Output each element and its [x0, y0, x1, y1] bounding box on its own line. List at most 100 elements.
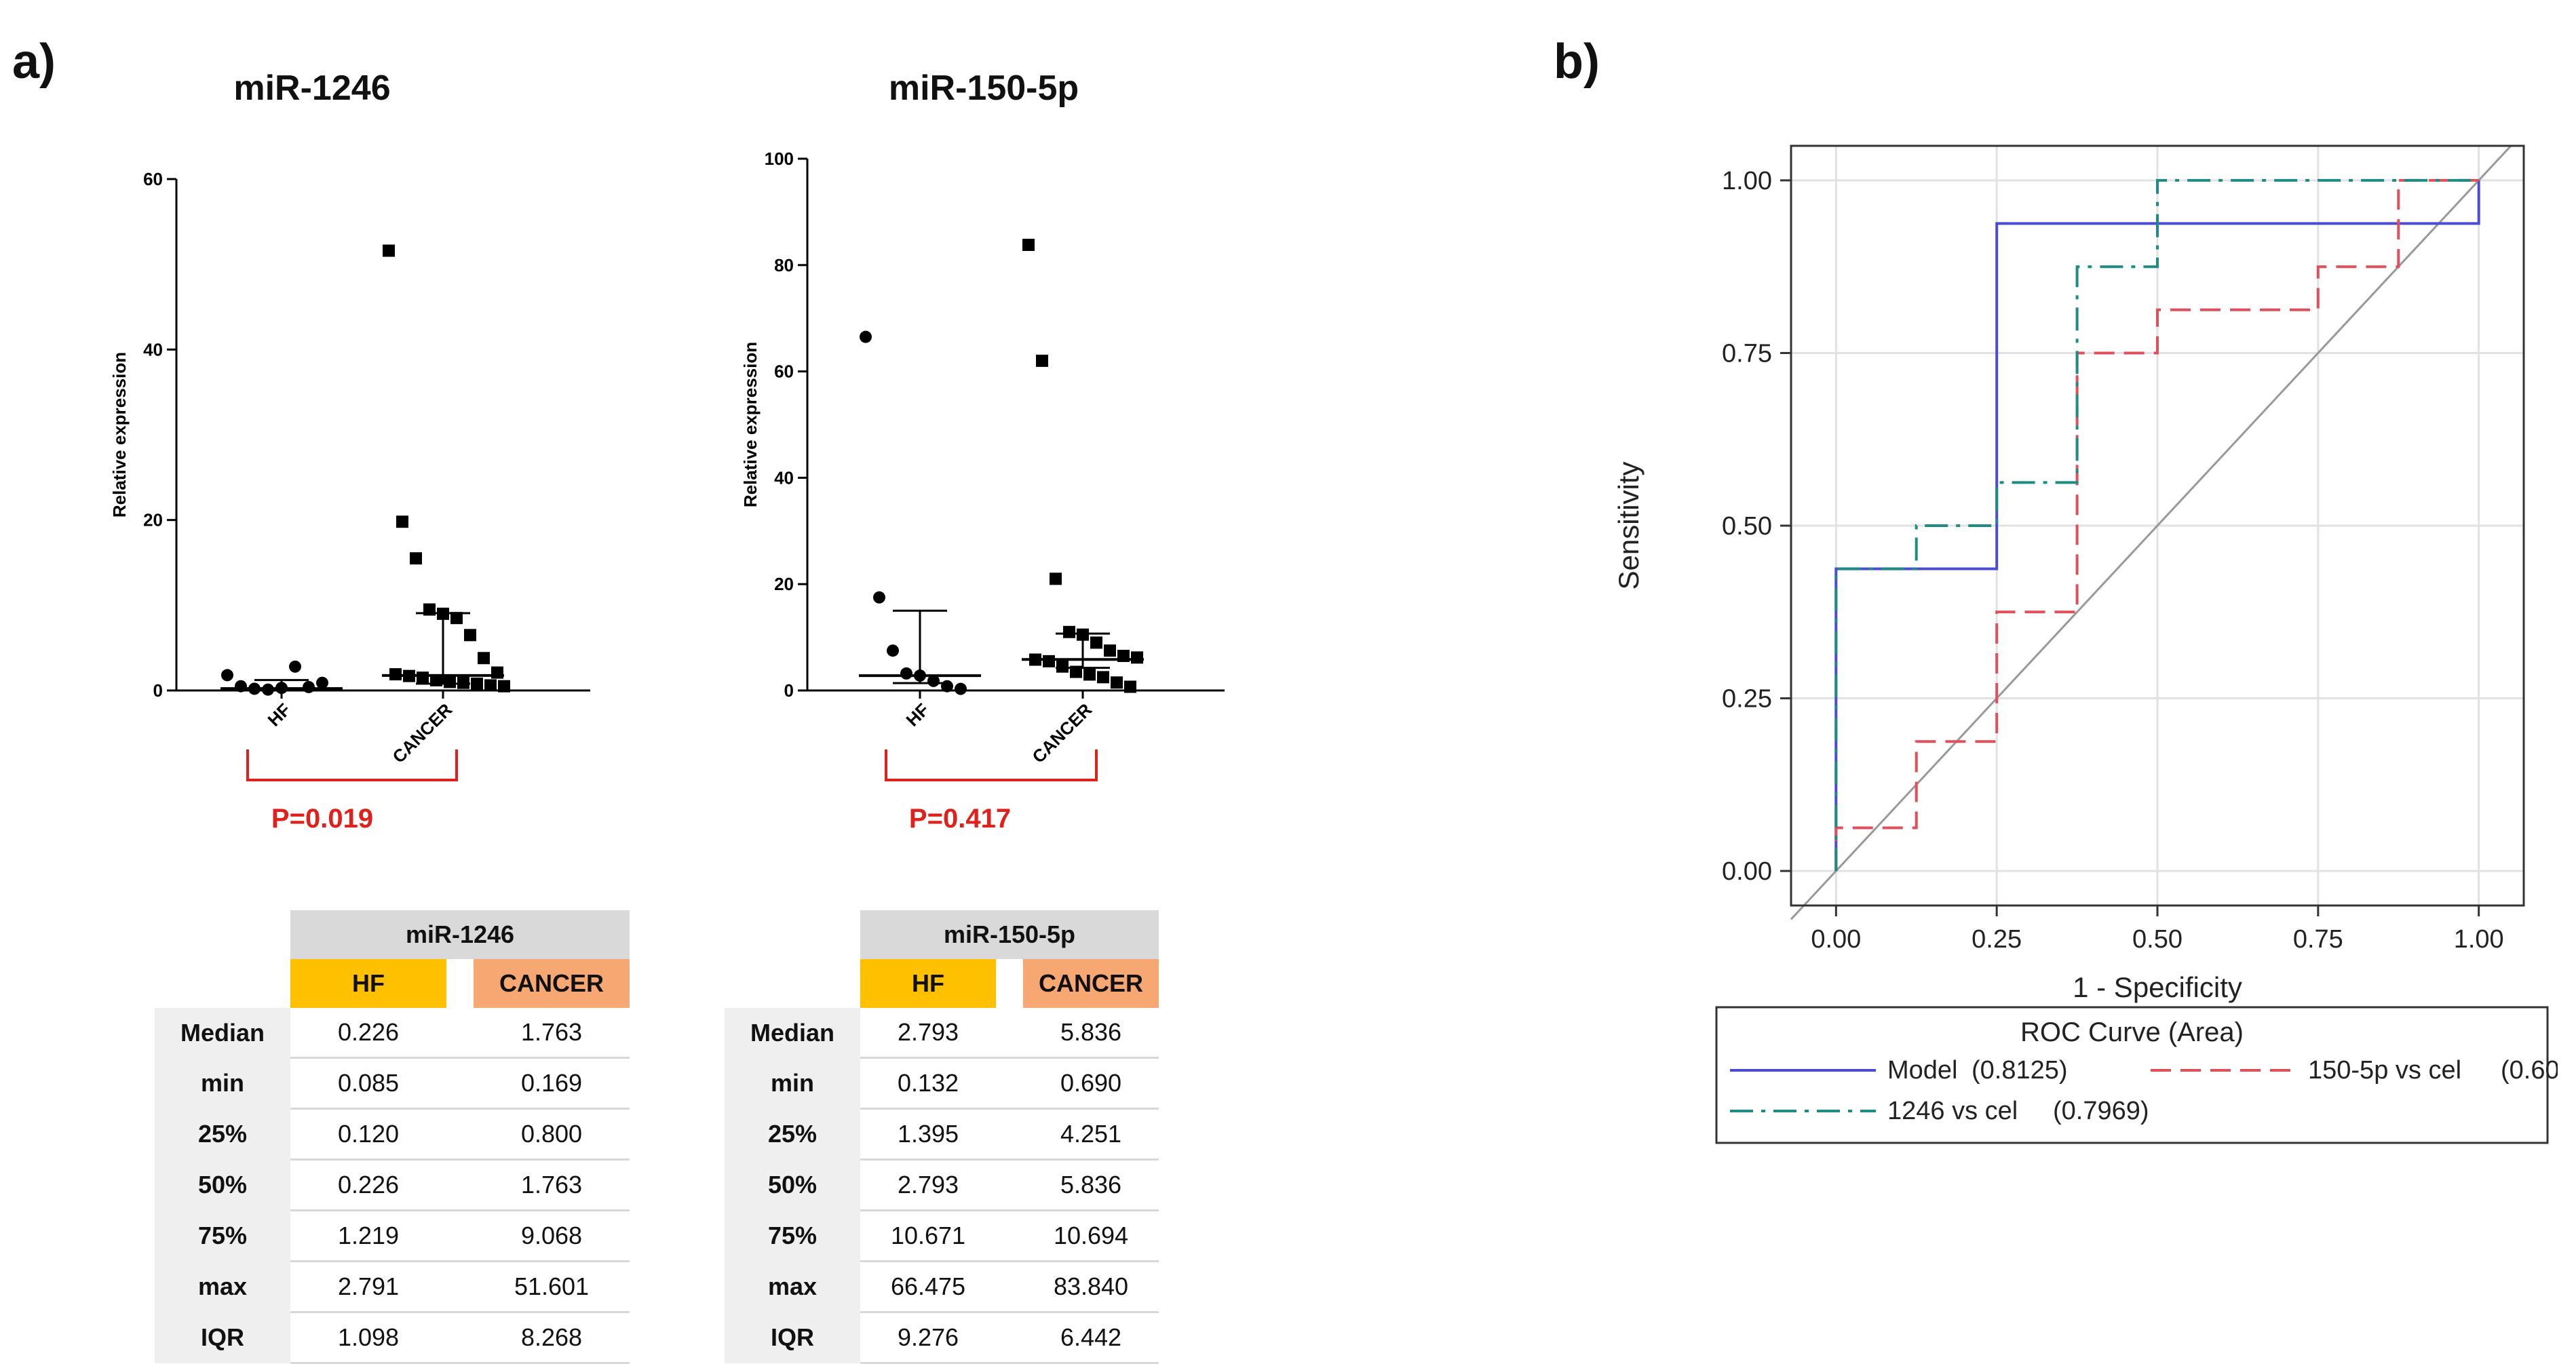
- table2-cell-hf: 0.132: [860, 1057, 996, 1110]
- y-axis-label: Relative expression: [740, 342, 761, 507]
- roc-curve-1246-vs-cel: [1834, 178, 2479, 872]
- point-cancer: [498, 680, 510, 693]
- table2-cell-label: IQR: [725, 1312, 860, 1363]
- point-cancer: [396, 515, 408, 528]
- table1-cell-label: 75%: [155, 1210, 290, 1262]
- table1-row: min 0.085 0.169: [155, 1057, 630, 1110]
- x-tick-label-hf: HF: [902, 699, 934, 730]
- table2-row: min 0.132 0.690: [725, 1057, 1159, 1110]
- point-cancer: [444, 676, 456, 688]
- x-tick-label: 0.75: [2293, 925, 2343, 954]
- x-tick-label-hf: HF: [264, 699, 295, 730]
- point-hf: [262, 683, 274, 696]
- table2-row: 50% 2.793 5.836: [725, 1159, 1159, 1211]
- point-cancer: [1124, 680, 1136, 693]
- panel-b-label: b): [1554, 35, 1600, 89]
- significance-bracket: [885, 749, 1098, 781]
- point-cancer: [1022, 239, 1035, 252]
- table1-row: 25% 0.120 0.800: [155, 1108, 630, 1161]
- y-tick-label: 0: [784, 680, 794, 701]
- point-cancer: [1090, 636, 1102, 649]
- point-hf: [316, 676, 328, 689]
- table2-cell-label: max: [725, 1261, 860, 1312]
- table1-cell-hf: 0.085: [290, 1057, 446, 1110]
- table2-cell-hf: 1.395: [860, 1108, 996, 1161]
- point-cancer: [1056, 660, 1069, 673]
- legend-entry-name: 1246 vs cel: [1887, 1097, 2018, 1125]
- point-hf: [887, 644, 899, 657]
- mir1246-scatter-chart: 0 20 40 60 Relative expression HF CANCER: [109, 169, 590, 781]
- point-cancer: [484, 679, 497, 692]
- y-tick-label: 0.00: [1722, 857, 1772, 886]
- point-cancer: [457, 676, 469, 689]
- significance-bracket: [246, 749, 458, 781]
- point-cancer: [1070, 665, 1082, 678]
- y-tick-label: 0.50: [1722, 512, 1772, 541]
- legend-box: [1715, 1006, 2549, 1144]
- point-cancer: [1131, 651, 1143, 664]
- table2-cell-cancer: 5.836: [1023, 1159, 1159, 1211]
- table1-col-hf: HF: [290, 959, 446, 1008]
- point-hf: [860, 330, 872, 343]
- table1-cell-cancer: 1.763: [474, 1008, 630, 1059]
- point-cancer: [383, 244, 395, 257]
- table2-cell-label: Median: [725, 1008, 860, 1058]
- table1-cell-cancer: 1.763: [474, 1159, 630, 1211]
- point-hf: [873, 591, 885, 604]
- legend-entry-area: (0.6094): [2501, 1056, 2558, 1085]
- point-hf: [303, 680, 315, 693]
- table1-row: max 2.791 51.601: [155, 1261, 630, 1313]
- legend-title: ROC Curve (Area): [2020, 1017, 2244, 1047]
- table1-cell-cancer: 9.068: [474, 1210, 630, 1262]
- mir150-stats-table: miR-150-5p HF CANCER Median 2.793 5.836 min…: [725, 910, 1159, 1364]
- point-hf: [275, 682, 288, 695]
- table1-cell-hf: 0.226: [290, 1008, 446, 1059]
- table2-row: 75% 10.671 10.694: [725, 1210, 1159, 1262]
- point-cancer: [410, 552, 422, 565]
- table2-cell-hf: 9.276: [860, 1312, 996, 1364]
- point-hf: [955, 682, 967, 695]
- point-cancer: [1043, 655, 1055, 667]
- point-cancer: [1063, 625, 1075, 638]
- x-axis-label: 1 - Specificity: [2073, 971, 2242, 1003]
- x-tick-label-cancer: CANCER: [388, 699, 456, 767]
- table1-cell-label: max: [155, 1261, 290, 1312]
- x-tick-label-cancer: CANCER: [1028, 699, 1096, 767]
- point-cancer: [1117, 650, 1130, 663]
- table2-cell-hf: 66.475: [860, 1261, 996, 1313]
- table2-cell-hf: 2.793: [860, 1008, 996, 1059]
- x-tick-label: 0.00: [1811, 925, 1861, 954]
- point-cancer: [450, 612, 463, 625]
- point-cancer: [1050, 572, 1062, 585]
- point-cancer: [1083, 668, 1096, 681]
- table2-row: max 66.475 83.840: [725, 1261, 1159, 1313]
- point-cancer: [1104, 644, 1116, 657]
- legend-entry-area: (0.7969): [2053, 1097, 2149, 1125]
- y-tick-label: 0: [153, 680, 163, 701]
- point-cancer: [491, 666, 503, 679]
- mir150-scatter-chart: 0 20 40 60 80 100 Relative expression HF CANCER: [740, 149, 1225, 781]
- point-cancer: [1036, 354, 1048, 367]
- point-hf: [221, 669, 233, 682]
- point-cancer: [464, 629, 476, 642]
- table1-cell-hf: 2.791: [290, 1261, 446, 1313]
- table2-col-cancer: CANCER: [1023, 959, 1159, 1008]
- table1-cell-hf: 0.226: [290, 1159, 446, 1211]
- table2-cell-cancer: 4.251: [1023, 1108, 1159, 1161]
- table2-row: IQR 9.276 6.442: [725, 1312, 1159, 1364]
- y-tick-label: 60: [774, 362, 794, 382]
- table1-cell-label: Median: [155, 1008, 290, 1058]
- table2-cell-hf: 10.671: [860, 1210, 996, 1262]
- y-tick-label: 40: [143, 339, 163, 359]
- table2-cell-cancer: 83.840: [1023, 1261, 1159, 1313]
- table2-title: miR-150-5p: [860, 910, 1159, 959]
- point-hf: [235, 680, 247, 693]
- x-tick-label: 0.25: [1972, 925, 2022, 954]
- point-cancer: [1111, 676, 1123, 689]
- point-hf: [900, 667, 912, 680]
- table2-cell-cancer: 10.694: [1023, 1210, 1159, 1262]
- table1-row: IQR 1.098 8.268: [155, 1312, 630, 1364]
- table2-col-hf: HF: [860, 959, 996, 1008]
- y-tick-label: 80: [774, 255, 794, 275]
- table2-cell-label: 75%: [725, 1210, 860, 1262]
